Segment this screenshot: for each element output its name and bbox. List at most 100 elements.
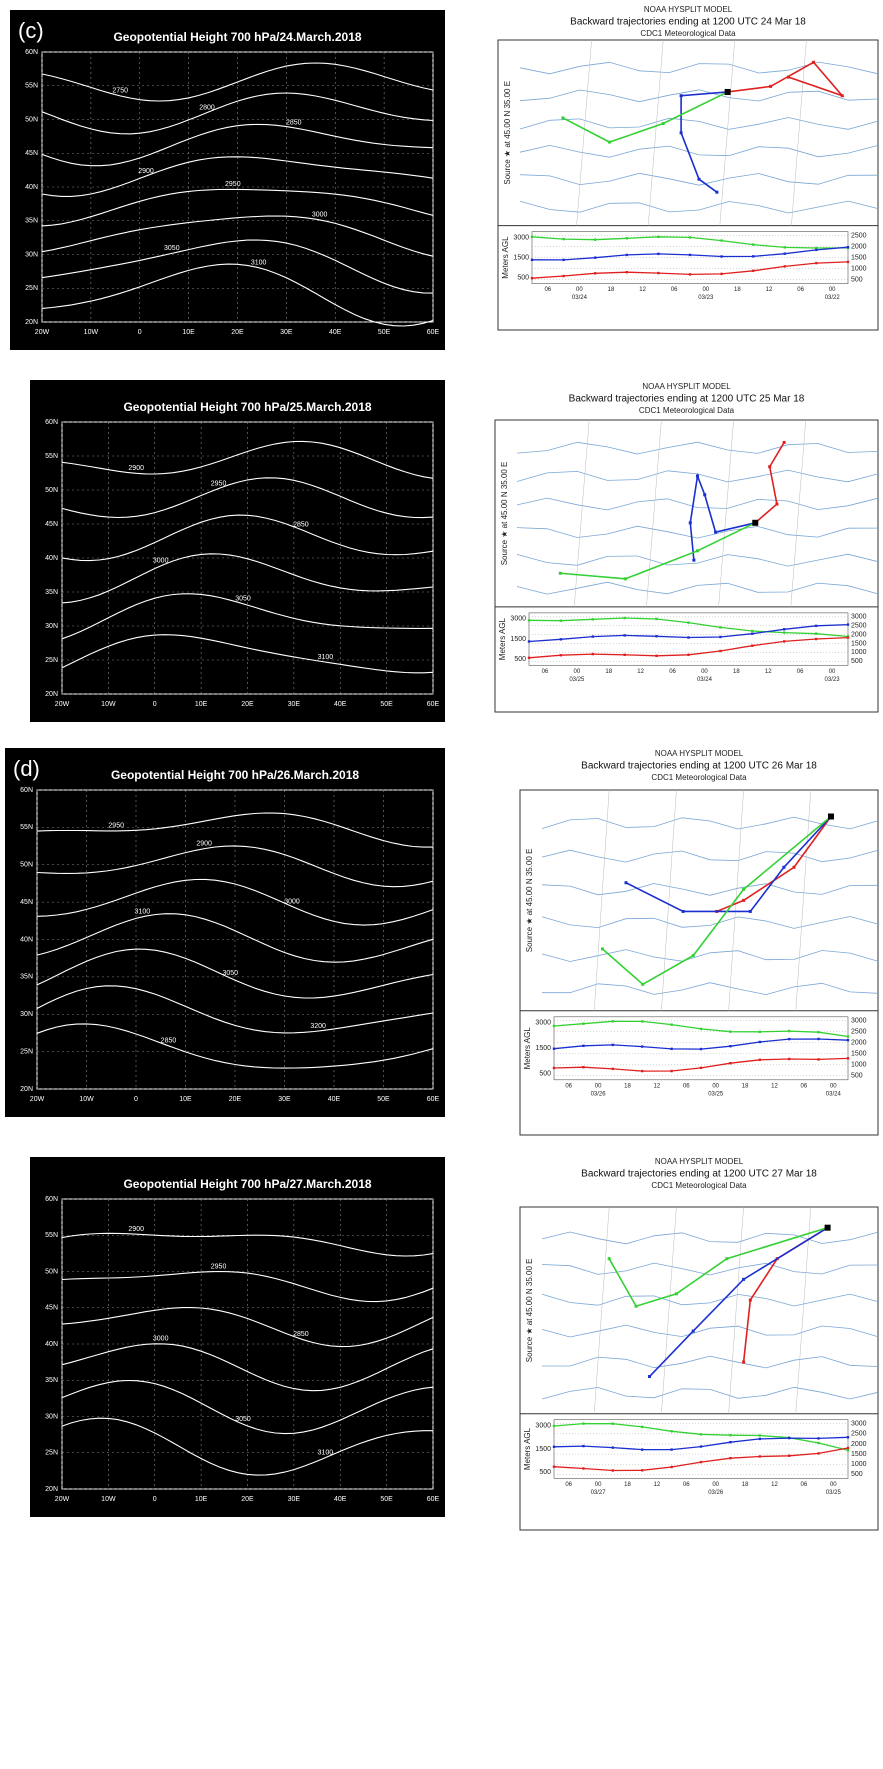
time-label: 00 (595, 1482, 602, 1488)
height-marker (641, 1469, 644, 1472)
height-marker (611, 1020, 614, 1023)
trajectory-marker (634, 1304, 638, 1308)
left-tick-label: 3000 (510, 616, 526, 623)
right-tick-label: 1500 (851, 1051, 867, 1058)
height-marker (562, 237, 565, 241)
lat-label: 45N (45, 1305, 58, 1312)
height-marker (699, 1066, 703, 1070)
height-marker (687, 636, 690, 639)
time-label: 06 (565, 1482, 572, 1488)
height-marker (582, 1022, 585, 1025)
left-tick-label: 500 (517, 274, 529, 281)
trajectory-marker (742, 1277, 746, 1281)
model-title: NOAA HYSPLIT MODEL (655, 749, 744, 758)
height-marker (582, 1044, 585, 1048)
height-marker (670, 1023, 673, 1026)
left-tick-label: 1500 (535, 1045, 551, 1052)
height-marker (814, 624, 818, 628)
trajectory-marker (661, 122, 665, 126)
height-marker (530, 258, 534, 261)
trajectory-marker (697, 177, 701, 181)
hysplit-frame (519, 789, 879, 1136)
height-marker (720, 239, 723, 242)
right-tick-label: 2000 (851, 243, 867, 250)
right-tick-label: 1500 (851, 1451, 867, 1458)
trajectory-title: Backward trajectories ending at 1200 UTC… (581, 1169, 817, 1180)
time-label: 00 (829, 287, 836, 293)
map-background (30, 380, 445, 722)
map-title: Geopotential Height 700 hPa/24.March.201… (113, 30, 361, 44)
height-marker (611, 1422, 614, 1425)
lat-label: 55N (45, 453, 58, 460)
left-tick-label: 500 (539, 1071, 551, 1078)
height-marker (846, 1038, 850, 1042)
time-label: 00 (830, 1083, 837, 1089)
lon-label: 30E (278, 1096, 291, 1103)
contour-line (41, 123, 434, 167)
contour-line (61, 514, 434, 562)
trajectory-marker (648, 1375, 652, 1379)
height-marker (670, 1047, 673, 1051)
panel-label: (d) (13, 756, 40, 781)
right-tick-label: 500 (851, 658, 863, 665)
height-marker (720, 255, 723, 258)
right-tick-label: 2500 (851, 623, 867, 630)
trajectory-marker (691, 1329, 695, 1333)
height-marker (788, 1029, 791, 1033)
height-marker (562, 258, 565, 262)
trajectory-marker (775, 502, 779, 506)
time-label: 18 (608, 287, 615, 293)
trajectory-marker (681, 909, 685, 913)
lon-label: 20E (241, 1496, 254, 1503)
trajectory-marker (787, 75, 790, 79)
trajectory-marker (782, 440, 786, 444)
height-marker (729, 1440, 732, 1444)
source-text: Source ★ at 45.00 N 35.00 E (500, 462, 509, 566)
coastline (519, 89, 879, 103)
height-marker (552, 1047, 556, 1050)
trajectory (754, 442, 785, 524)
trajectory (560, 522, 756, 580)
contour-label: 3100 (318, 654, 334, 661)
height-marker (670, 1430, 673, 1433)
height-marker (611, 1043, 614, 1047)
contour-label: 2950 (211, 480, 227, 487)
date-label: 03/23 (825, 677, 841, 683)
time-label: 00 (595, 1083, 602, 1089)
height-marker (552, 1465, 556, 1468)
contour-label: 2950 (211, 1263, 227, 1270)
lon-label: 60E (427, 1496, 440, 1503)
height-marker (611, 1067, 614, 1071)
coastline (541, 1324, 879, 1338)
trajectory-marker (674, 1292, 678, 1296)
grid-line (573, 419, 590, 607)
time-label: 18 (742, 1482, 749, 1488)
contour-line (41, 62, 434, 102)
lon-label: 0 (153, 701, 157, 708)
trajectory-marker (608, 140, 611, 144)
trajectory-title: Backward trajectories ending at 1200 UTC… (570, 17, 806, 28)
contour-line (61, 634, 434, 674)
height-marker (699, 1433, 703, 1436)
date-label: 03/24 (826, 1091, 842, 1097)
time-label: 18 (734, 287, 741, 293)
date-label: 03/24 (572, 295, 588, 301)
lat-label: 60N (45, 419, 58, 426)
date-label: 03/25 (569, 677, 585, 683)
trajectory-marker (742, 1360, 746, 1364)
coastline (541, 883, 879, 896)
lat-label: 55N (45, 1232, 58, 1239)
right-tick-label: 1000 (851, 1461, 867, 1468)
height-marker (758, 1455, 761, 1458)
source-text: Source ★ at 45.00 N 35.00 E (525, 849, 534, 953)
height-marker (719, 635, 722, 639)
contour-label: 3100 (135, 909, 151, 916)
left-tick-label: 3000 (535, 1423, 551, 1430)
right-tick-label: 3000 (851, 614, 867, 621)
contour-label: 3000 (312, 212, 328, 219)
height-marker (594, 272, 597, 275)
trajectory-marker (688, 521, 692, 525)
time-label: 00 (701, 669, 708, 675)
lon-label: 10E (195, 1496, 208, 1503)
lat-label: 25N (25, 285, 38, 292)
